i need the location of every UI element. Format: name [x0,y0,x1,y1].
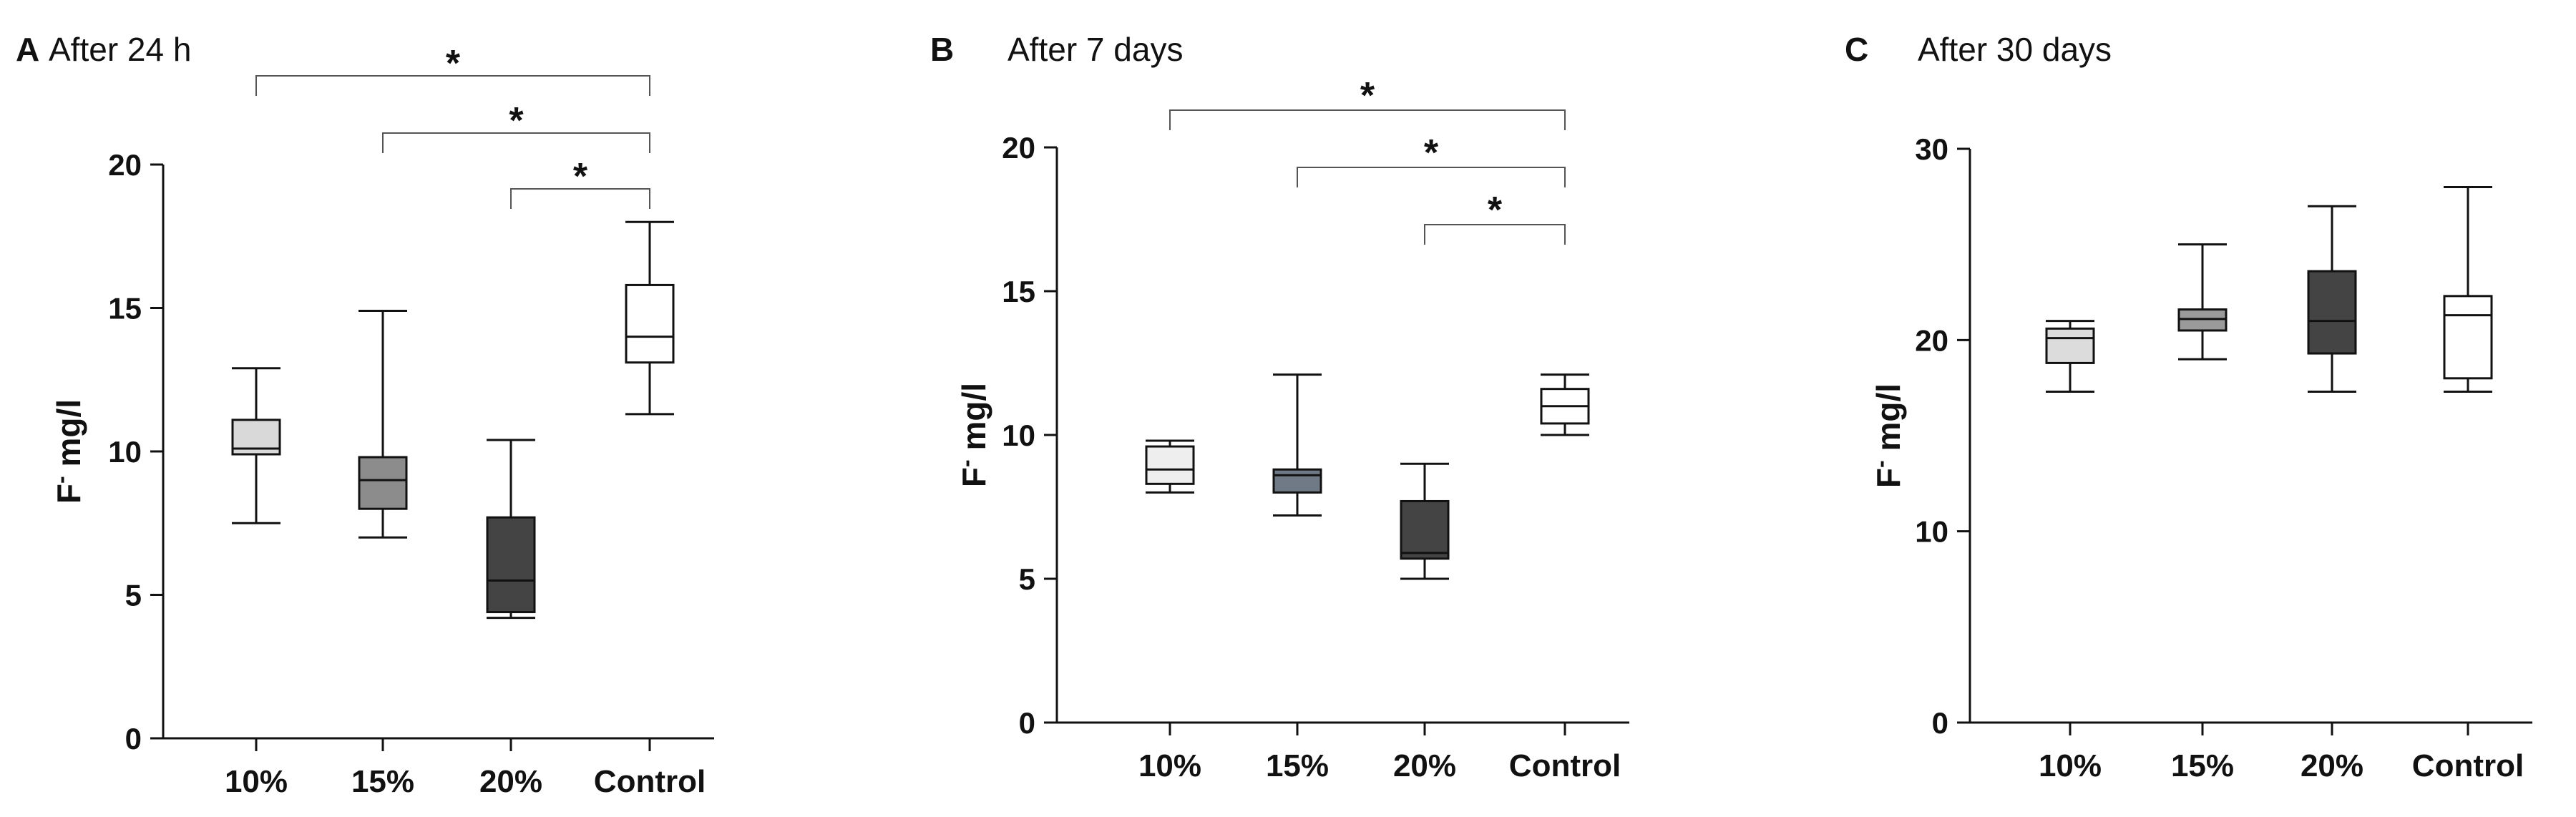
x-category-label: 15% [2171,748,2234,783]
panel-b: B After 7 days 0 5 10 15 20 F- mg/l 10% 15% 20% Con… [930,31,1629,783]
y-tick-label: 20 [1915,323,1948,357]
panel-title: After 7 days [1008,31,1183,68]
y-tick-label: 30 [1915,132,1948,166]
iqr-box [358,456,408,510]
box-control [1540,373,1590,436]
significance-bracket [382,132,650,153]
significance-bracket [255,75,650,96]
box-15pct [1272,373,1322,517]
y-tick-label: 10 [1002,419,1035,452]
y-tick-label: 20 [1002,131,1035,165]
y-axis-label-symbol: F [50,484,87,504]
y-tick-label: 0 [1019,706,1035,740]
y-tick-label: 0 [1932,706,1948,740]
x-category-label: 20% [479,764,542,799]
y-axis-label-unit: mg/l [955,383,992,459]
y-tick-label: 10 [108,435,142,469]
significance-star: * [1424,132,1439,174]
panel-title: After 24 h [49,31,191,68]
panel-letter: C [1845,31,1868,68]
y-tick-label: 20 [108,148,142,182]
y-axis-label-superscript: - [1868,460,1893,468]
x-category-label: 10% [2039,748,2102,783]
significance-bracket [510,188,650,209]
box-20pct [2307,205,2357,393]
x-category-label: 20% [2301,748,2363,783]
y-tick-label: 10 [1915,515,1948,549]
iqr-box [625,283,675,364]
significance-star: * [1488,190,1503,231]
iqr-box [1400,499,1450,560]
box-20pct [486,439,536,620]
significance-star: * [1360,75,1375,117]
iqr-box [486,516,536,614]
y-tick-label: 15 [1002,275,1035,308]
y-axis-label-symbol: F [1870,468,1907,488]
panel-title: After 30 days [1918,31,2112,68]
box-20pct [1400,462,1450,580]
y-axis-label-superscript: - [48,476,74,484]
y-tick-label: 15 [108,292,142,326]
y-axis-label: F- mg/l [48,399,87,504]
y-tick-label: 5 [1019,562,1035,596]
iqr-box [1145,445,1195,485]
significance-star: * [573,156,588,197]
x-category-label: 10% [225,764,288,799]
iqr-box [2307,270,2357,355]
iqr-box [1272,468,1322,494]
x-category-label: 15% [1266,748,1329,783]
panel-letter: A [16,31,39,68]
y-tick-label: 5 [125,579,142,612]
y-axis-label-superscript: - [953,459,979,467]
x-category-label: Control [2412,748,2524,783]
y-axis-label-symbol: F [955,467,992,487]
panel-letter: B [930,31,954,68]
panel-a: A After 24 h 0 5 10 15 20 F- mg/l 10% 15% 20% Contr… [16,31,714,799]
y-axis-label: F- mg/l [953,383,992,487]
y-axis-label: F- mg/l [1868,383,1907,488]
box-control [625,220,675,416]
significance-star: * [509,100,524,142]
box-15pct [358,310,408,539]
iqr-box [2443,295,2493,380]
box-10pct [1145,439,1195,494]
box-control [2443,185,2493,393]
box-15pct [2177,243,2228,361]
panel-c: C After 30 days 0 10 20 30 F- mg/l 10% 15% 20% Con… [1845,31,2532,783]
box-10pct [231,367,281,524]
x-category-label: 20% [1393,748,1456,783]
y-axis-label-unit: mg/l [50,399,87,476]
box-10pct [2045,320,2095,393]
x-category-label: 10% [1138,748,1201,783]
significance-star: * [446,43,461,84]
iqr-box [2045,327,2095,364]
significance-bracket [1169,109,1566,130]
y-axis-label-unit: mg/l [1870,383,1907,460]
x-category-label: Control [594,764,706,799]
significance-bracket [1424,224,1566,245]
y-tick-label: 0 [125,722,142,755]
x-category-label: 15% [351,764,414,799]
x-category-label: Control [1509,748,1621,783]
significance-bracket [1297,167,1566,187]
